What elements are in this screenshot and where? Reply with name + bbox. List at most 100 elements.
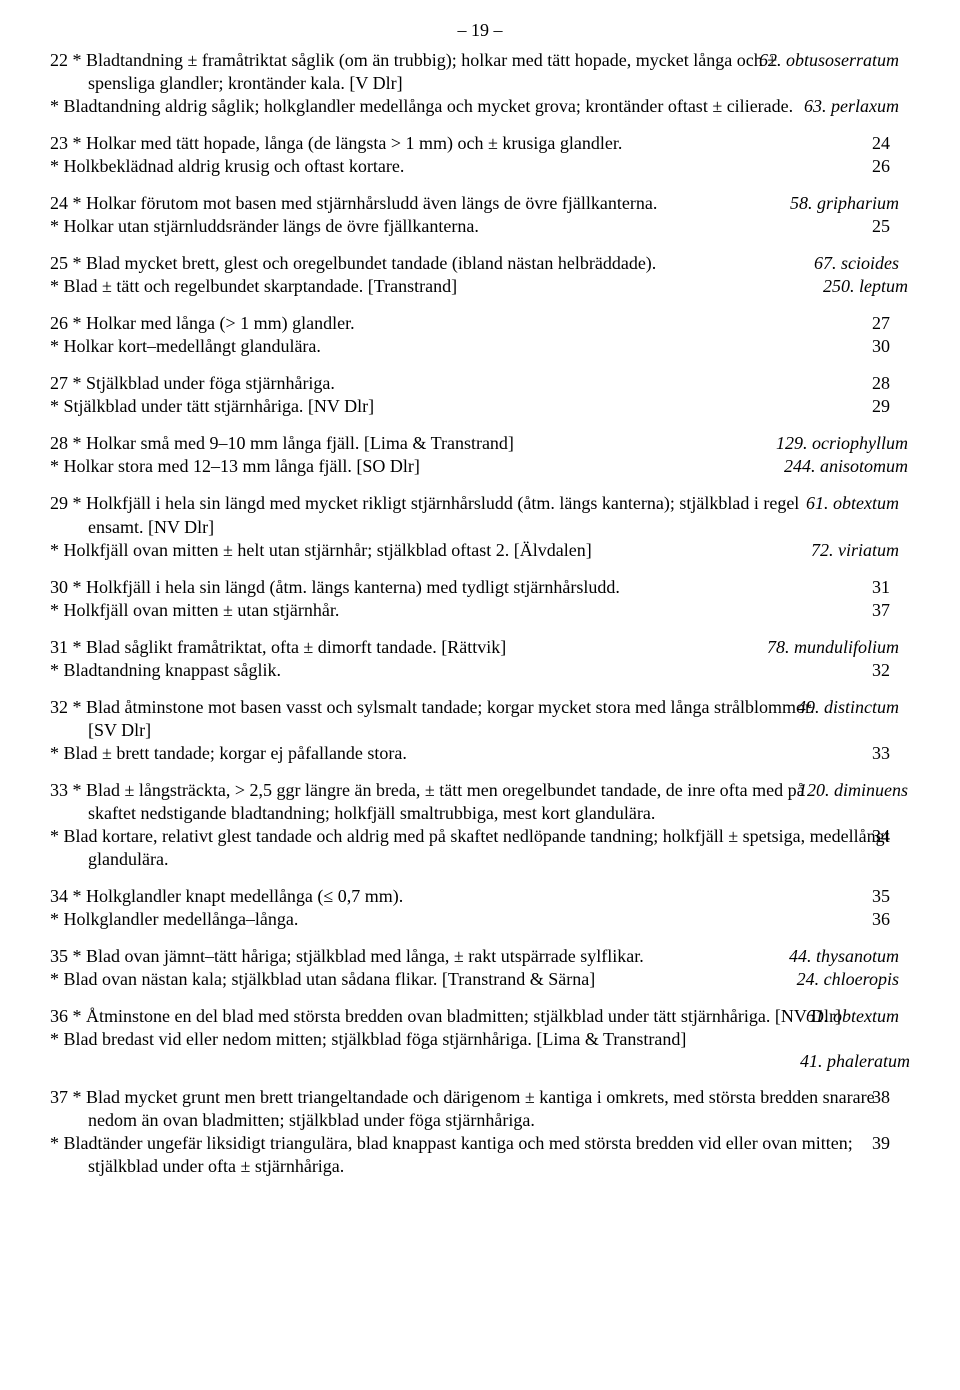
taxon-result: 250. leptum [861,275,910,298]
lead-text: Stjälkblad under tätt stjärnhåriga. [NV … [64,396,375,416]
taxon-result: 72. viriatum [849,539,910,562]
taxon-result: 61. obtextum [844,492,910,515]
key-couplet: 61. obtextum29 * Holkfjäll i hela sin lä… [50,492,910,561]
lead-number: * [50,276,59,296]
key-lead: 44. thysanotum35 * Blad ovan jämnt–tätt … [50,945,910,968]
key-lead: 34* Blad kortare, relativt glest tandade… [50,825,910,871]
taxon-result: 61. obtextum [844,1005,910,1028]
lead-text: Holkar små med 9–10 mm långa fjäll. [Lim… [86,433,514,453]
key-lead: 2423 * Holkar med tätt hopade, långa (de… [50,132,910,155]
lead-text: Holkfjäll ovan mitten ± utan stjärnhår. [64,600,340,620]
lead-text: Blad ± brett tandade; korgar ej påfallan… [64,743,407,763]
lead-number: 31 * [50,637,82,657]
key-lead: 61. obtextum29 * Holkfjäll i hela sin lä… [50,492,910,538]
lead-number: * [50,216,59,236]
key-lead: 3130 * Holkfjäll i hela sin längd (åtm. … [50,576,910,599]
lead-number: * [50,540,59,560]
key-lead: 24. chloeropis * Blad ovan nästan kala; s… [50,968,910,991]
lead-number: * [50,826,59,846]
key-lead: 2827 * Stjälkblad under föga stjärnhårig… [50,372,910,395]
key-couplet: 62. obtusoserratum22 * Bladtandning ± fr… [50,49,910,118]
key-lead: 58. gripharium 24 * Holkar förutom mot ba… [50,192,910,215]
taxon-result: 244. anisotomum [822,455,910,478]
key-couplet: 58. gripharium 24 * Holkar förutom mot ba… [50,192,910,238]
key-lead: 32* Bladtandning knappast såglik. [50,659,910,682]
key-lead: 29* Stjälkblad under tätt stjärnhåriga. … [50,395,910,418]
key-couplet: 78. mundulifolium 31 * Blad såglikt framå… [50,636,910,682]
lead-number: 26 * [50,313,82,333]
key-couplet: 3837 * Blad mycket grunt men brett trian… [50,1086,910,1178]
lead-text: Blad ovan nästan kala; stjälkblad utan s… [64,969,596,989]
lead-text: Holkfjäll i hela sin längd med mycket ri… [86,493,799,536]
key-couplet: 129. ocriophyllum28 * Holkar små med 9–1… [50,432,910,478]
lead-number: * [50,600,59,620]
lead-text: Blad mycket brett, glest och oregelbunde… [86,253,656,273]
key-couplet: 120. diminuens33 * Blad ± långsträckta, … [50,779,910,871]
lead-text: Blad mycket grunt men brett triangeltand… [86,1087,875,1130]
lead-number: * [50,1133,59,1153]
key-couplet: 44. thysanotum35 * Blad ovan jämnt–tätt … [50,945,910,991]
key-lead: 250. leptum* Blad ± tätt och regelbundet… [50,275,910,298]
lead-text: Holkar förutom mot basen med stjärnhårsl… [86,193,657,213]
key-lead: 37* Holkfjäll ovan mitten ± utan stjärnh… [50,599,910,622]
lead-number: 25 * [50,253,82,273]
key-lead: 30* Holkar kort–medellångt glandulära. [50,335,910,358]
lead-text: Holkbeklädnad aldrig krusig och oftast k… [64,156,405,176]
lead-text: Blad såglikt framåtriktat, ofta ± dimorf… [86,637,506,657]
key-lead: 3534 * Holkglandler knapt medellånga (≤ … [50,885,910,908]
key-lead: 2726 * Holkar med långa (> 1 mm) glandle… [50,312,910,335]
key-lead: 26* Holkbeklädnad aldrig krusig och ofta… [50,155,910,178]
key-couplet: 3534 * Holkglandler knapt medellånga (≤ … [50,885,910,931]
key-content: 62. obtusoserratum22 * Bladtandning ± fr… [50,49,910,1178]
lead-number: * [50,969,59,989]
key-lead: 49. distinctum32 * Blad åtminstone mot b… [50,696,910,742]
taxon-result: 41. phaleratum [50,1051,910,1072]
key-lead: 72. viriatum * Holkfjäll ovan mitten ± he… [50,539,910,562]
lead-text: Holkfjäll i hela sin längd (åtm. längs k… [86,577,620,597]
key-lead: 39* Bladtänder ungefär liksidigt triangu… [50,1132,910,1178]
lead-number: * [50,456,59,476]
key-couplet: 3130 * Holkfjäll i hela sin längd (åtm. … [50,576,910,622]
lead-text: Holkar kort–medellångt glandulära. [64,336,321,356]
lead-number: 33 * [50,780,82,800]
key-lead: 129. ocriophyllum28 * Holkar små med 9–1… [50,432,910,455]
lead-number: 30 * [50,577,82,597]
key-lead: 25* Holkar utan stjärnluddsränder längs … [50,215,910,238]
key-lead: 244. anisotomum* Holkar stora med 12–13 … [50,455,910,478]
key-lead: 120. diminuens33 * Blad ± långsträckta, … [50,779,910,825]
lead-number: 24 * [50,193,82,213]
key-couplet: 2827 * Stjälkblad under föga stjärnhårig… [50,372,910,418]
lead-number: 37 * [50,1087,82,1107]
lead-text: Blad bredast vid eller nedom mitten; stj… [64,1029,687,1049]
lead-number: * [50,96,59,116]
taxon-result: 62. obtusoserratum [797,49,910,72]
lead-number: * [50,660,59,680]
lead-number: * [50,743,59,763]
lead-text: Holkglandler knapt medellånga (≤ 0,7 mm)… [86,886,403,906]
lead-text: Holkfjäll ovan mitten ± helt utan stjärn… [64,540,592,560]
taxon-result: 129. ocriophyllum [814,432,910,455]
key-lead: 63. perlaxum* Bladtandning aldrig såglik… [50,95,910,118]
key-lead: 33* Blad ± brett tandade; korgar ej påfa… [50,742,910,765]
page-number: – 19 – [50,20,910,41]
lead-number: * [50,1029,59,1049]
key-lead: 78. mundulifolium 31 * Blad såglikt framå… [50,636,910,659]
document-page: – 19 – 62. obtusoserratum 22 * Bladtandni… [0,0,960,1222]
lead-text: Holkglandler medellånga–långa. [64,909,299,929]
key-couplet: 49. distinctum32 * Blad åtminstone mot b… [50,696,910,765]
lead-text: Blad ± långsträckta, > 2,5 ggr längre än… [86,780,805,823]
key-lead: * Blad bredast vid eller nedom mitten; s… [50,1028,910,1051]
lead-number: 34 * [50,886,82,906]
lead-text: Bladtänder ungefär liksidigt triangulära… [64,1133,853,1176]
key-lead: 62. obtusoserratum22 * Bladtandning ± fr… [50,49,910,95]
taxon-result: 58. gripharium [828,192,910,215]
lead-text: Bladtandning knappast såglik. [64,660,281,680]
lead-text: Blad kortare, relativt glest tandade och… [64,826,890,869]
key-lead: 3837 * Blad mycket grunt men brett trian… [50,1086,910,1132]
taxon-result: 24. chloeropis [835,968,910,991]
lead-text: Stjälkblad under föga stjärnhåriga. [86,373,335,393]
taxon-result: 78. mundulifolium [805,636,910,659]
key-couplet: 2726 * Holkar med långa (> 1 mm) glandle… [50,312,910,358]
lead-number: 32 * [50,697,82,717]
lead-number: 22 * [50,50,82,70]
